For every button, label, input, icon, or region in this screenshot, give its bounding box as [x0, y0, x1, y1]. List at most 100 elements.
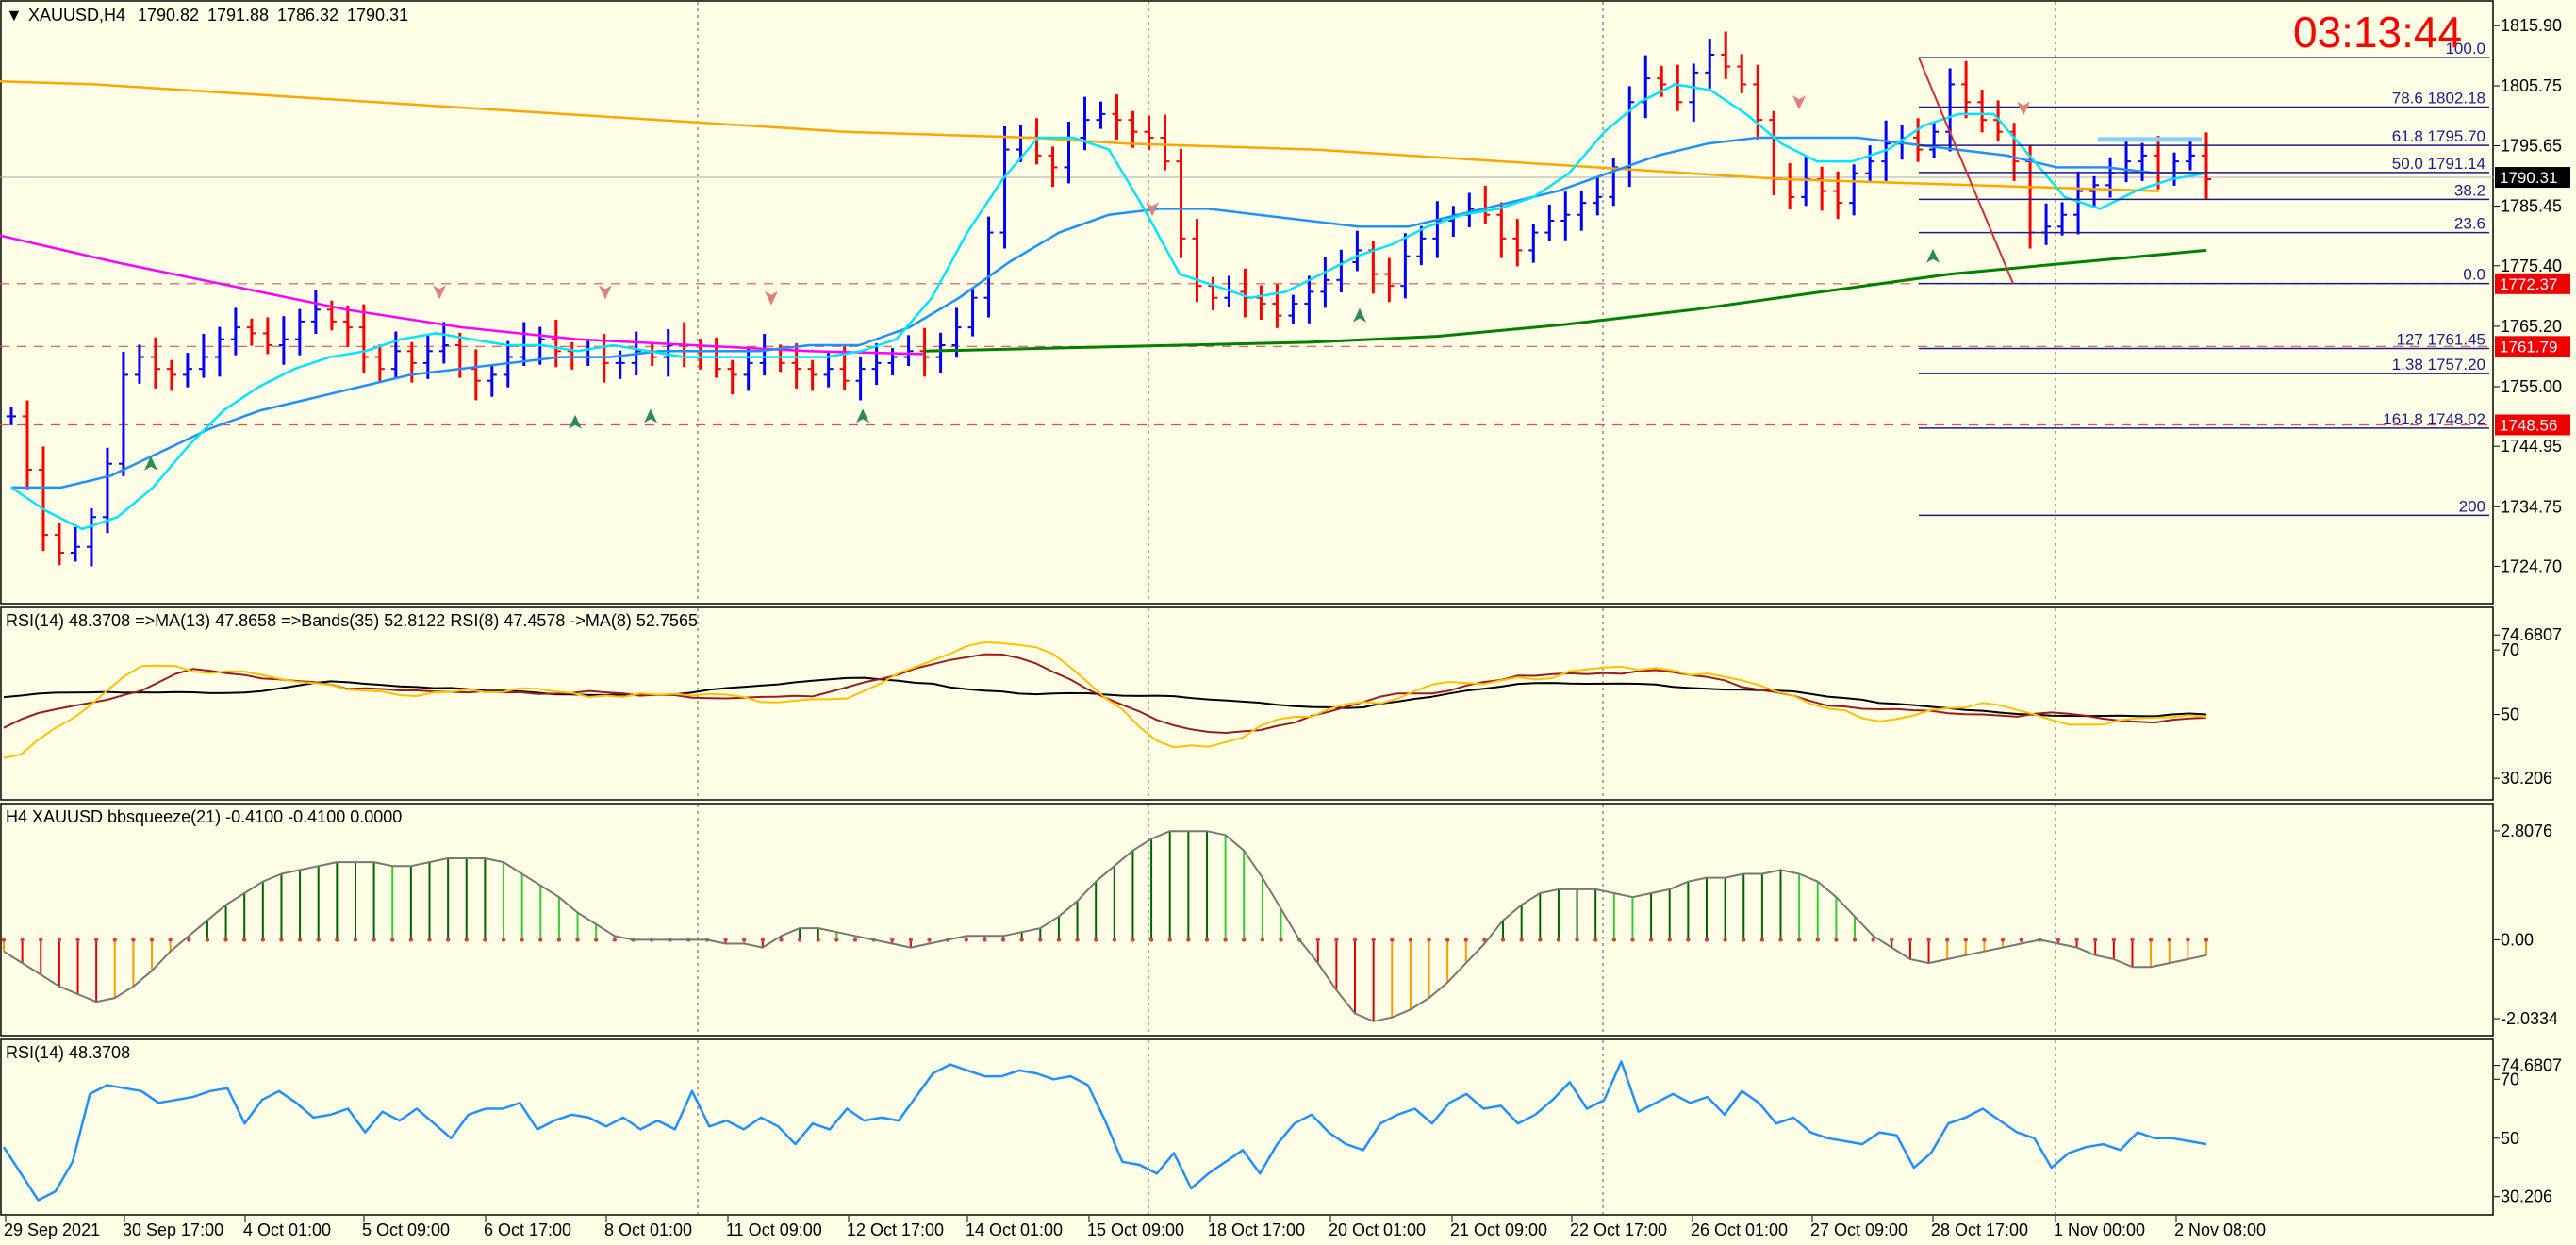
- squeeze-dot: [908, 938, 914, 942]
- fib-trend-line[interactable]: [1918, 57, 2014, 285]
- squeeze-dot: [2093, 938, 2098, 942]
- squeeze-dot: [1500, 938, 1506, 942]
- panel-frame-rsi2: [0, 1038, 2494, 1216]
- rsi2-tick-label: 50: [2501, 1129, 2519, 1148]
- fib-level-label: 161.8 1748.02: [2383, 410, 2485, 428]
- squeeze-dot: [93, 938, 99, 942]
- fractal-up-arrow-icon: [144, 456, 157, 471]
- x-axis-label: 11 Oct 09:00: [726, 1220, 822, 1239]
- squeeze-dot: [1463, 938, 1468, 942]
- squeeze-dot: [1186, 938, 1191, 942]
- squeeze-dot: [1260, 938, 1265, 942]
- fib-level-label: 78.6 1802.18: [2392, 89, 2485, 107]
- squeeze-dot: [168, 938, 173, 942]
- squeeze-dot: [1593, 938, 1598, 942]
- price-tick-label: 1765.20: [2501, 317, 2562, 336]
- squeeze-dot: [1834, 938, 1839, 942]
- rsi-tick-label: 70: [2501, 640, 2519, 659]
- squeeze-dot: [538, 938, 543, 942]
- squeeze-dot: [149, 938, 155, 942]
- fractal-down-arrow-icon: [599, 285, 612, 300]
- squeeze-dot: [1556, 938, 1561, 942]
- header-arrow-icon[interactable]: ▼: [6, 6, 23, 25]
- fractal-up-arrow-icon: [856, 408, 869, 423]
- x-axis-label: 22 Oct 17:00: [1570, 1220, 1667, 1239]
- rsi14-line: [2, 1060, 2207, 1202]
- price-tick-label: 1815.90: [2501, 16, 2562, 35]
- squeeze-dot: [187, 938, 191, 942]
- x-axis-label: 1 Nov 00:00: [2054, 1220, 2145, 1239]
- x-axis-label: 5 Oct 09:00: [362, 1220, 450, 1239]
- squeeze-dot: [2204, 938, 2209, 942]
- squeeze-dot: [2186, 938, 2190, 942]
- squeeze-dot: [1648, 938, 1654, 942]
- price-tag-label: 1761.79: [2500, 338, 2557, 356]
- squeeze-dot: [353, 938, 358, 942]
- squeeze-dot: [112, 938, 117, 942]
- price-tick-label: 1775.40: [2501, 257, 2562, 275]
- sma-mid-line: [11, 136, 2206, 490]
- squeeze-dot: [927, 938, 932, 942]
- squeeze-dot: [593, 938, 599, 942]
- squeeze-dot: [1926, 938, 1931, 942]
- x-axis-label: 2 Nov 08:00: [2174, 1220, 2266, 1239]
- sma-fast-line: [10, 83, 2207, 531]
- fib-level-label: 61.8 1795.70: [2392, 127, 2485, 145]
- price-tick-label: 1734.75: [2501, 497, 2562, 516]
- squeeze-dot: [1611, 938, 1617, 942]
- squeeze-dot: [260, 938, 266, 942]
- squeeze-dot: [1000, 938, 1006, 942]
- squeeze-dot: [1019, 938, 1024, 942]
- squeeze-dot: [779, 938, 784, 942]
- squeeze-dot: [2130, 938, 2135, 942]
- fib-level-label: 0.0: [2463, 266, 2485, 284]
- price-tag-box: [2495, 273, 2570, 294]
- x-axis-label: 12 Oct 17:00: [847, 1220, 944, 1239]
- x-axis-label: 20 Oct 01:00: [1329, 1220, 1426, 1239]
- squeeze-dot: [1279, 938, 1283, 942]
- squeeze-dot: [1871, 938, 1875, 942]
- squeeze-dot: [1352, 938, 1358, 942]
- fib-level-label: 127 1761.45: [2396, 330, 2485, 348]
- price-tag-label: 1748.56: [2500, 416, 2557, 434]
- squeeze-dot: [1445, 938, 1450, 942]
- fractal-up-arrow-icon: [644, 408, 657, 423]
- squeeze-dot: [1686, 938, 1691, 942]
- fractal-up-arrow-icon: [569, 414, 582, 429]
- panel-frame-main: [0, 0, 2494, 605]
- high-value: 1791.88: [207, 6, 269, 25]
- squeeze-dot: [1371, 938, 1376, 942]
- squeeze-dot: [1667, 938, 1672, 942]
- x-axis-label: 27 Oct 09:00: [1810, 1220, 1907, 1239]
- close-value: 1790.31: [347, 6, 408, 25]
- squeeze-dot: [852, 938, 858, 942]
- squeeze-tick-label: -2.0334: [2501, 1009, 2558, 1028]
- rsi-tick-label: 30.206: [2501, 769, 2552, 788]
- countdown-clock: 03:13:44: [2293, 8, 2462, 57]
- squeeze-dot: [1944, 938, 1950, 942]
- squeeze-dot: [1704, 938, 1709, 942]
- squeeze-dot: [742, 938, 747, 942]
- squeeze-dot: [1907, 938, 1913, 942]
- rsi-bands-line: [3, 676, 2207, 718]
- price-tick-label: 1785.45: [2501, 197, 2562, 216]
- squeeze-dot: [2056, 938, 2061, 942]
- price-tag-box: [2495, 414, 2570, 436]
- open-value: 1790.82: [138, 6, 199, 25]
- squeeze-dot: [1223, 938, 1228, 942]
- squeeze-dot: [483, 938, 487, 942]
- squeeze-dot: [1982, 938, 1987, 942]
- current-price-box: [2495, 167, 2570, 189]
- squeeze-dot: [2167, 938, 2171, 942]
- squeeze-dot: [205, 938, 210, 942]
- fractal-up-arrow-icon: [1926, 248, 1940, 263]
- low-value: 1786.32: [277, 6, 339, 25]
- price-tick-label: 1805.75: [2501, 76, 2562, 95]
- squeeze-dot: [1852, 938, 1858, 942]
- squeeze-dot: [2074, 938, 2079, 942]
- squeeze-dot: [131, 938, 136, 942]
- squeeze-dot: [1630, 938, 1635, 942]
- squeeze-dot: [1315, 938, 1320, 942]
- squeeze-dot: [1519, 938, 1524, 942]
